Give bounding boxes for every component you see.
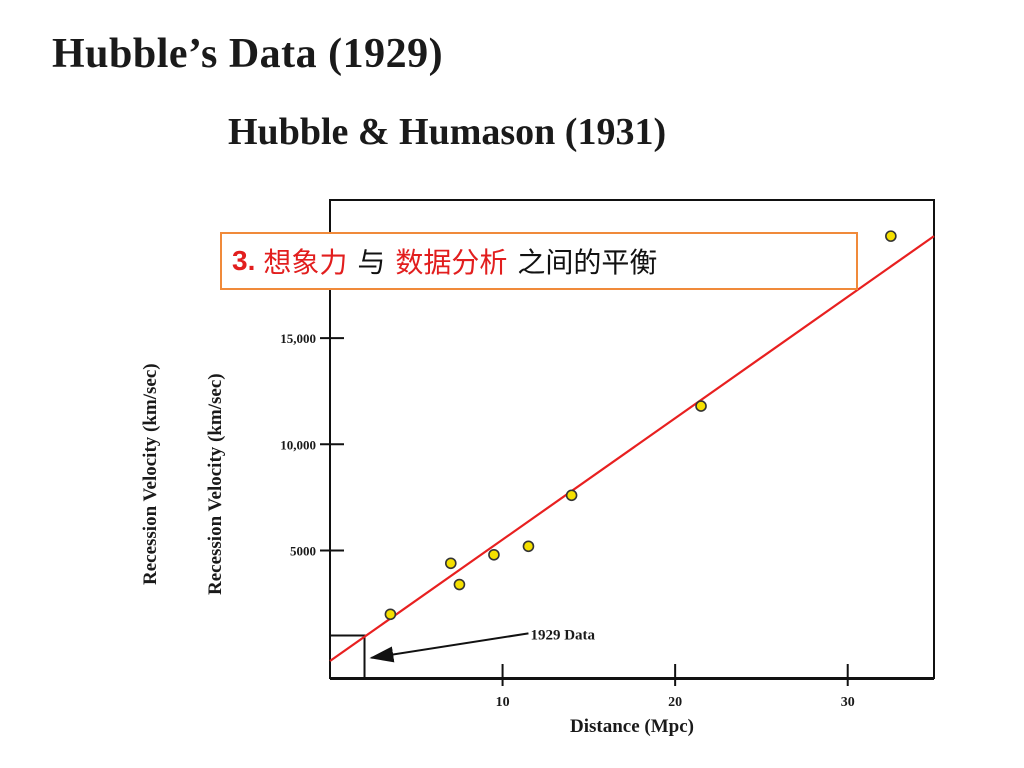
data-point [522,540,535,553]
callout-data-analysis: 数据分析 [395,246,508,279]
callout-number: 3. [232,245,256,276]
data-point [488,548,500,561]
data-point [885,230,897,242]
callout-balance: 之间的平衡 [517,246,658,279]
callout-box: 3. 想象力 与 数据分析 之间的平衡 [220,232,858,290]
annotation-label: 1929 Data [530,627,595,643]
x-tick-label: 20 [668,695,682,710]
data-point [444,557,457,570]
x-axis-label: Distance (Mpc) [570,716,694,737]
x-tick-label: 30 [841,695,855,710]
data-point [565,489,578,502]
y-tick-label: 5000 [290,544,316,559]
callout-and: 与 [357,246,386,279]
axis-left-extension [330,678,934,680]
annotation-arrow [369,632,529,663]
y-tick-label: 15,000 [280,331,316,346]
y-tick-label: 10,000 [280,437,316,452]
callout-imagination: 想象力 [263,246,348,279]
page-title: Hubble’s Data (1929) [52,31,444,77]
data-point [384,608,397,621]
data-point [453,578,466,591]
x-tick-label: 10 [496,695,510,710]
data-point [695,400,707,412]
fit-line [329,235,935,662]
chart-subtitle: Hubble & Humason (1931) [228,111,667,153]
